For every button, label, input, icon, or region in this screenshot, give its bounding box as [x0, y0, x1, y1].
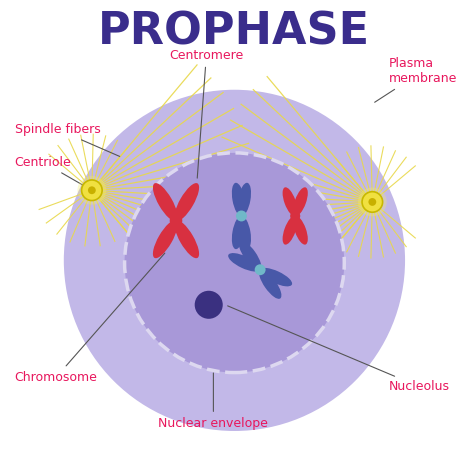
Circle shape	[170, 214, 182, 227]
Circle shape	[77, 176, 106, 205]
Circle shape	[88, 186, 96, 194]
Circle shape	[368, 198, 376, 206]
Text: Nucleolus: Nucleolus	[228, 306, 450, 393]
Ellipse shape	[239, 241, 261, 270]
Circle shape	[195, 291, 223, 319]
Ellipse shape	[153, 220, 178, 258]
Ellipse shape	[174, 183, 199, 221]
Ellipse shape	[228, 253, 260, 272]
Circle shape	[236, 210, 247, 221]
Text: Spindle fibers: Spindle fibers	[15, 123, 120, 156]
Text: Centriole: Centriole	[15, 155, 90, 189]
Circle shape	[362, 191, 383, 212]
Ellipse shape	[153, 183, 178, 221]
Circle shape	[358, 188, 387, 216]
Ellipse shape	[293, 216, 308, 245]
Ellipse shape	[259, 269, 282, 299]
Ellipse shape	[174, 220, 199, 258]
Ellipse shape	[237, 183, 251, 216]
Text: PROPHASE: PROPHASE	[99, 10, 371, 53]
Text: Centromere: Centromere	[169, 49, 244, 178]
Ellipse shape	[237, 216, 251, 249]
Circle shape	[290, 211, 300, 221]
Ellipse shape	[260, 268, 292, 286]
Ellipse shape	[293, 187, 308, 216]
Circle shape	[64, 90, 405, 431]
Ellipse shape	[232, 216, 245, 249]
Text: Plasma
membrane: Plasma membrane	[374, 57, 457, 102]
Text: Chromosome: Chromosome	[15, 253, 165, 384]
Circle shape	[255, 264, 265, 275]
Ellipse shape	[283, 187, 297, 216]
Circle shape	[82, 180, 102, 201]
Circle shape	[125, 153, 344, 373]
Text: Nuclear envelope: Nuclear envelope	[158, 373, 268, 430]
Ellipse shape	[283, 216, 297, 245]
Ellipse shape	[232, 183, 245, 216]
